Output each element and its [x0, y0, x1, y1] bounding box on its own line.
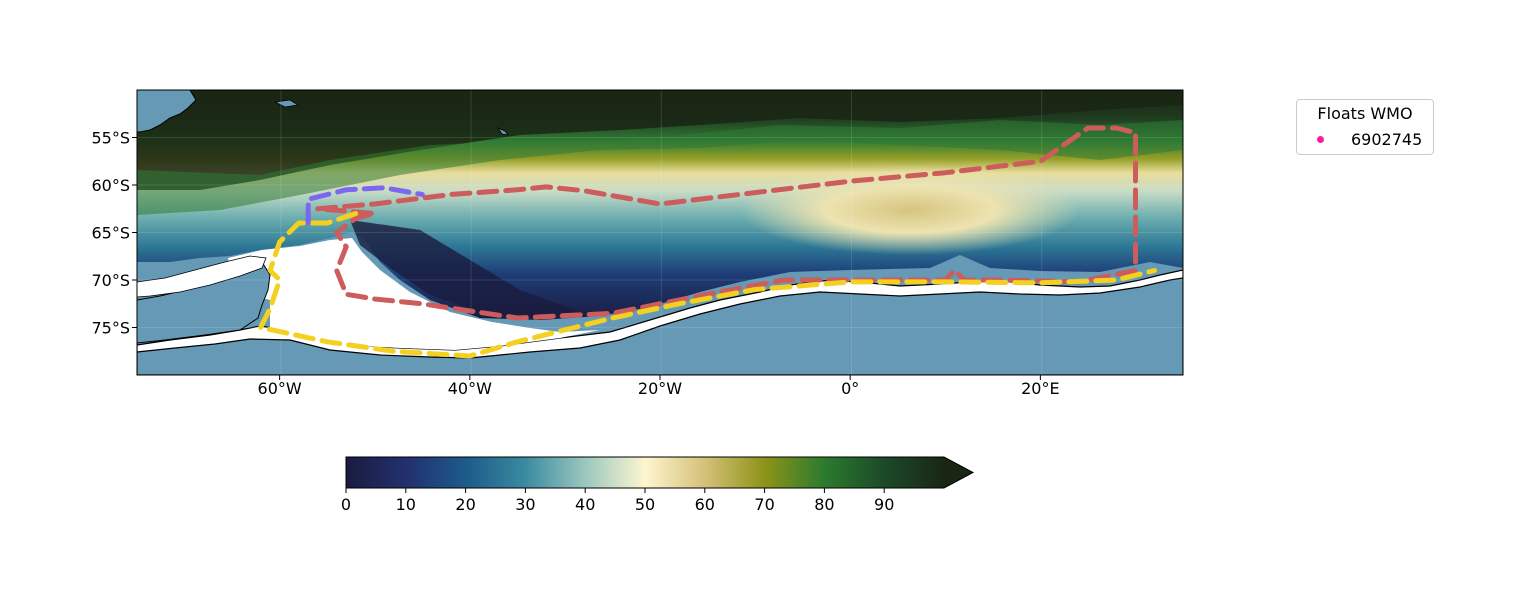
south-orkney	[273, 99, 300, 108]
region-boundaries	[258, 125, 1157, 359]
map-area	[137, 90, 1183, 375]
colorbar-outline	[345, 456, 975, 489]
x-tick-label: 0°	[841, 379, 859, 398]
colorbar-gradient	[346, 457, 944, 488]
colorbar-tick-label: 0	[341, 495, 351, 514]
gridlines	[137, 90, 1183, 375]
colorbar-tick-label: 20	[455, 495, 475, 514]
region-boundary-1	[258, 211, 1157, 359]
colorbar-tick-label: 60	[695, 495, 715, 514]
region-boundary-2	[305, 185, 425, 226]
region-boundary-0	[315, 125, 1138, 321]
colorbar: 0 10 20 30 40 50 60 70 80 90	[341, 456, 975, 514]
y-tick-label: 70°S	[91, 271, 130, 290]
x-tick-label: 20°W	[638, 379, 682, 398]
south-america	[137, 90, 197, 133]
y-axis: 55°S 60°S 65°S 70°S 75°S	[91, 129, 137, 338]
y-tick-label: 65°S	[91, 224, 130, 243]
colorbar-tick-label: 70	[754, 495, 774, 514]
colorbar-extend-arrow	[944, 457, 973, 488]
legend-marker-6902745	[1317, 136, 1324, 143]
x-tick-label: 60°W	[258, 379, 302, 398]
colorbar-tick-label: 90	[874, 495, 894, 514]
south-georgia	[496, 127, 509, 136]
ocean-field-north	[137, 90, 1183, 190]
peninsula-ice	[137, 255, 267, 298]
legend: Floats WMO 6902745	[1296, 99, 1434, 155]
legend-label-6902745: 6902745	[1351, 130, 1423, 149]
ocean-field-dark-pocket	[350, 220, 580, 318]
colorbar-tick-label: 50	[635, 495, 655, 514]
legend-title: Floats WMO	[1317, 104, 1413, 123]
x-tick-label: 40°W	[448, 379, 492, 398]
y-tick-label: 55°S	[91, 129, 130, 148]
x-tick-label: 20°E	[1021, 379, 1059, 398]
ocean-field-pale-core	[740, 165, 1080, 255]
colorbar-tick-label: 40	[575, 495, 595, 514]
x-axis: 60°W 40°W 20°W 0° 20°E	[258, 375, 1060, 398]
colorbar-tick-label: 30	[515, 495, 535, 514]
colorbar-ticks: 0 10 20 30 40 50 60 70 80 90	[341, 488, 894, 514]
antarctic-continent	[137, 277, 1183, 375]
ocean-field-green	[137, 120, 1183, 215]
colorbar-tick-label: 10	[396, 495, 416, 514]
y-tick-label: 60°S	[91, 176, 130, 195]
y-tick-label: 75°S	[91, 319, 130, 338]
colorbar-tick-label: 80	[814, 495, 834, 514]
weddell-embayment-ice	[228, 238, 600, 350]
